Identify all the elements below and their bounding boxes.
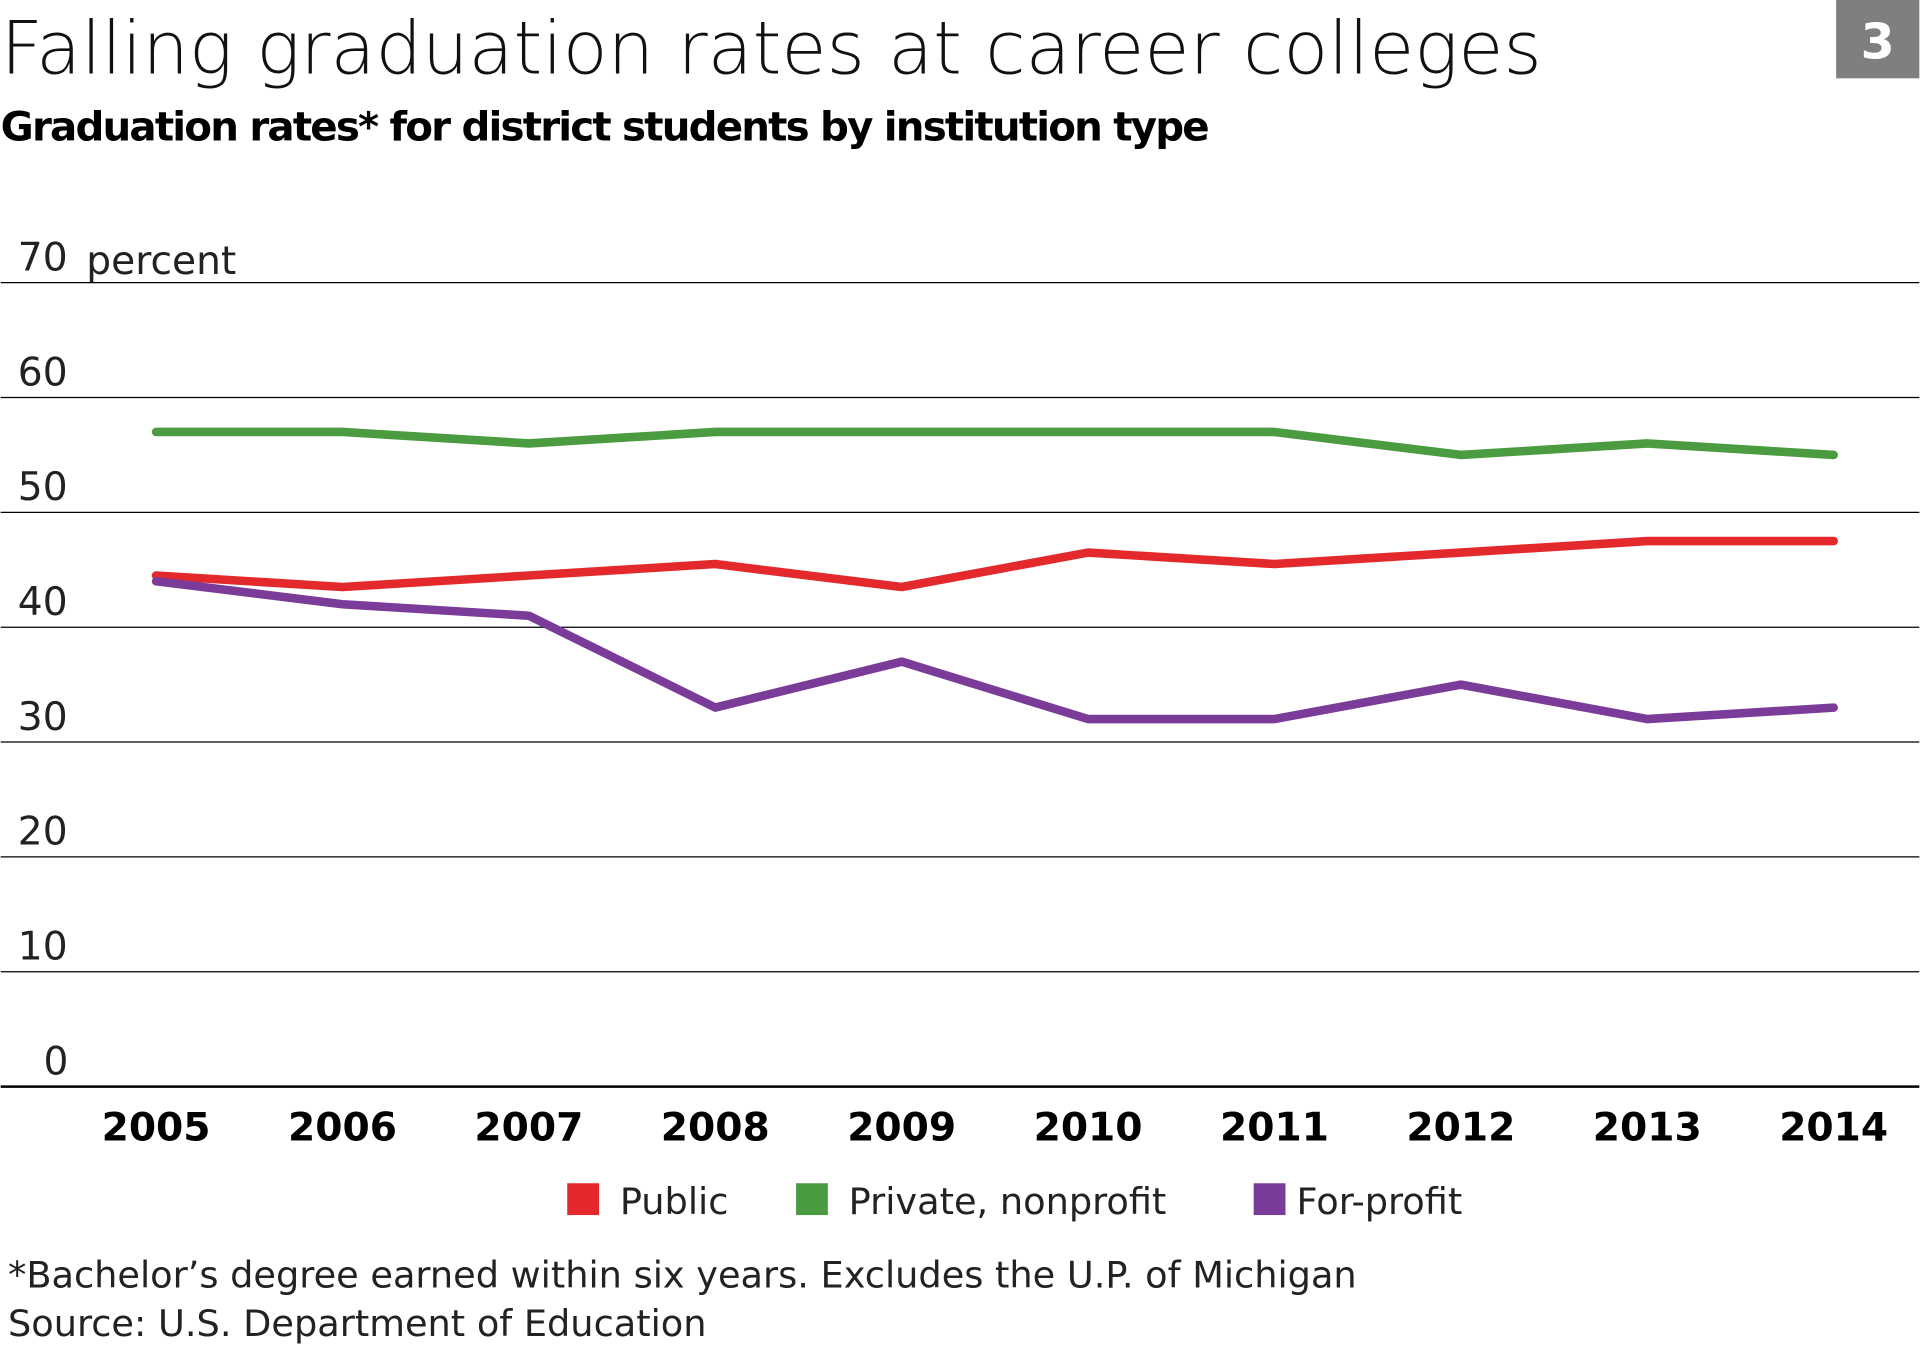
legend-item: Public (567, 1180, 728, 1223)
x-tick-label: 2014 (1779, 1105, 1888, 1150)
legend: Public Private, nonprofit For-profit (567, 1180, 1462, 1223)
x-tick-label: 2006 (288, 1105, 397, 1150)
series-line-public (151, 536, 1838, 592)
y-tick-label: 20 (18, 810, 68, 855)
source: Source: U.S. Department of Education (8, 1302, 707, 1345)
gridlines (0, 282, 1920, 1088)
series-line-private-nonprofit (151, 427, 1838, 460)
legend-label: Public (620, 1180, 729, 1223)
series-line-for-profit (151, 576, 1838, 724)
legend-swatch (796, 1183, 828, 1216)
legend-label: For-profit (1297, 1180, 1463, 1223)
legend-swatch (1253, 1183, 1286, 1216)
x-tick-label: 2007 (474, 1105, 583, 1150)
legend-item: For-profit (1253, 1180, 1463, 1223)
badge: 3 (1836, 0, 1920, 79)
y-tick-label: 70 (18, 235, 68, 280)
footnote: *Bachelor’s degree earned within six yea… (8, 1253, 1357, 1296)
x-tick-label: 2013 (1593, 1105, 1702, 1150)
y-tick-label: 40 (18, 580, 68, 625)
y-tick-label: 0 (43, 1039, 68, 1084)
legend-label: Private, nonprofit (849, 1180, 1167, 1223)
legend-item: Private, nonprofit (796, 1180, 1166, 1223)
badge-number: 3 (1861, 14, 1895, 71)
x-tick-label: 2005 (102, 1105, 211, 1150)
chart-subtitle: Graduation rates* for district students … (1, 104, 1209, 151)
chart-title: Falling graduation rates at career colle… (1, 6, 1542, 91)
x-axis: 2005 2006 2007 2008 2009 2010 2011 2012 2013 2014 (102, 1105, 1889, 1150)
y-axis-unit: percent (86, 239, 236, 284)
x-tick-label: 2010 (1034, 1105, 1143, 1150)
y-tick-label: 50 (18, 465, 68, 510)
y-tick-label: 60 (18, 350, 68, 395)
y-tick-label: 30 (18, 695, 68, 740)
legend-swatch (567, 1183, 600, 1216)
series-lines (151, 427, 1838, 724)
x-tick-label: 2012 (1406, 1105, 1515, 1150)
x-tick-label: 2008 (661, 1105, 770, 1150)
y-axis: 0 10 20 30 40 50 60 70 (18, 235, 69, 1084)
x-tick-label: 2011 (1220, 1105, 1329, 1150)
x-tick-label: 2009 (847, 1105, 956, 1150)
y-tick-label: 10 (18, 925, 68, 970)
